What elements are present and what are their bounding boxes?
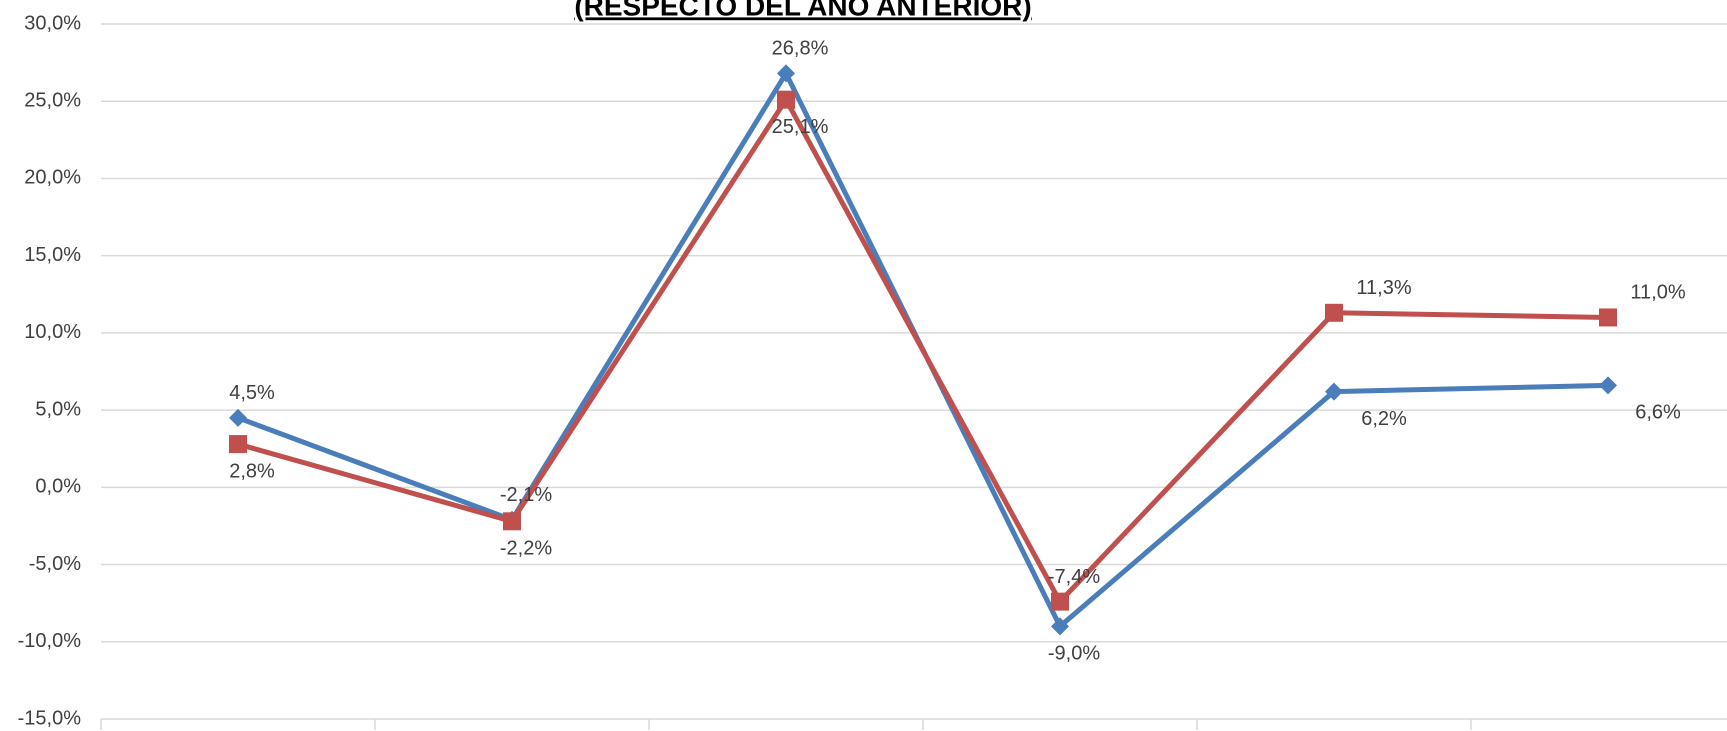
series-line [237, 97, 1609, 605]
y-tick-label: 5,0% [35, 398, 81, 420]
data-label: 6,2% [1361, 408, 1407, 430]
y-tick-label: 15,0% [24, 244, 81, 266]
chart-title: (RESPECTO DEL AÑO ANTERIOR) [574, 0, 1031, 21]
y-tick-label: 10,0% [24, 321, 81, 343]
y-tick-label: -5,0% [29, 553, 81, 575]
marker [777, 90, 795, 109]
y-tick-label: 30,0% [24, 12, 81, 34]
marker [229, 408, 247, 427]
data-label: 11,3% [1356, 277, 1411, 299]
y-tick-label: 0,0% [35, 476, 81, 498]
data-label: 26,8% [772, 38, 829, 60]
marker [1325, 382, 1343, 401]
data-label: 6,6% [1635, 402, 1681, 424]
data-label: -9,0% [1048, 643, 1100, 665]
data-label: -2,1% [500, 484, 552, 506]
marker [503, 512, 521, 531]
marker [1051, 617, 1069, 636]
y-tick-label: -10,0% [18, 630, 82, 652]
marker [1599, 308, 1617, 327]
marker [1599, 376, 1617, 395]
marker [1051, 592, 1069, 611]
data-label: 2,8% [229, 460, 275, 482]
y-tick-label: 20,0% [24, 167, 81, 189]
data-label: 4,5% [229, 382, 275, 404]
marker [1325, 303, 1343, 322]
data-label: 11,0% [1630, 282, 1685, 304]
y-tick-label: -15,0% [18, 707, 82, 729]
marker [229, 435, 247, 454]
marker [777, 64, 795, 83]
data-label: -2,2% [500, 538, 552, 560]
y-tick-label: 25,0% [24, 90, 81, 112]
data-label: 25,1% [772, 116, 829, 138]
data-label: -7,4% [1048, 566, 1100, 588]
